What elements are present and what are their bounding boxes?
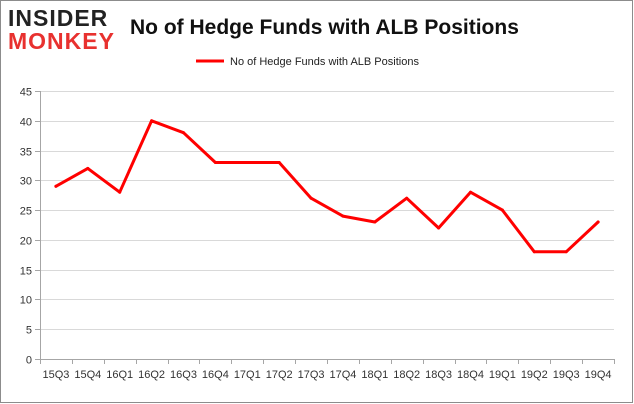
x-tick-label: 16Q1 <box>106 369 133 381</box>
logo-line-2: MONKEY <box>8 28 115 54</box>
data-point <box>341 214 345 218</box>
x-tick-label: 16Q3 <box>170 369 197 381</box>
data-point <box>245 161 249 164</box>
y-tick-label: 15 <box>20 266 32 278</box>
data-point <box>564 250 568 254</box>
x-tick-label: 19Q1 <box>489 369 516 381</box>
series-layer <box>54 119 600 254</box>
grid-layer <box>40 91 614 330</box>
x-tick-label: 17Q3 <box>298 369 325 381</box>
x-tick-labels: 15Q3 15Q4 16Q1 16Q2 16Q3 16Q4 17Q1 17Q2 17Q3 17Q4… <box>42 369 611 381</box>
x-tick-label: 18Q3 <box>425 369 452 381</box>
data-point <box>437 226 441 230</box>
y-tick-label: 10 <box>20 295 32 307</box>
x-tick-label: 19Q3 <box>553 369 580 381</box>
data-point <box>150 119 154 123</box>
x-tick-label: 15Q3 <box>42 369 69 381</box>
y-tick-label: 5 <box>26 325 32 337</box>
data-point <box>373 220 377 224</box>
data-point <box>469 190 472 194</box>
x-tick-label: 17Q4 <box>329 369 356 381</box>
x-tick-label: 18Q2 <box>393 369 420 381</box>
data-point <box>596 220 600 224</box>
x-tick-label: 19Q4 <box>585 369 612 381</box>
x-tick-label: 19Q2 <box>521 369 548 381</box>
legend: No of Hedge Funds with ALB Positions <box>196 56 419 68</box>
y-tick-label: 40 <box>20 117 32 129</box>
data-point <box>500 208 504 212</box>
data-point <box>309 196 313 200</box>
y-tick-label: 0 <box>26 355 32 367</box>
insider-monkey-logo: INSIDER MONKEY <box>8 5 115 54</box>
y-tick-label: 25 <box>20 206 32 218</box>
y-tick-label: 30 <box>20 176 32 188</box>
data-point <box>118 190 122 194</box>
y-tick-labels: 0 5 10 15 20 25 30 35 40 45 <box>20 87 32 367</box>
data-point <box>277 161 281 164</box>
x-tick-label: 16Q2 <box>138 369 165 381</box>
y-tick-label: 20 <box>20 236 32 248</box>
logo-line-1: INSIDER <box>8 5 108 31</box>
data-point <box>213 161 217 164</box>
x-tick-label: 18Q4 <box>457 369 484 381</box>
data-point <box>182 131 185 135</box>
data-point <box>405 196 409 200</box>
data-point <box>86 166 90 170</box>
data-point <box>54 184 58 188</box>
legend-label: No of Hedge Funds with ALB Positions <box>230 56 419 68</box>
data-point <box>532 250 536 254</box>
series-line <box>54 119 600 254</box>
chart-title: No of Hedge Funds with ALB Positions <box>130 16 519 39</box>
axis-layer <box>35 91 615 364</box>
x-tick-label: 16Q4 <box>202 369 229 381</box>
x-tick-label: 17Q1 <box>234 369 261 381</box>
y-tick-label: 45 <box>20 87 32 99</box>
x-tick-label: 18Q1 <box>361 369 388 381</box>
y-tick-label: 35 <box>20 147 32 159</box>
x-tick-label: 15Q4 <box>74 369 101 381</box>
x-tick-label: 17Q2 <box>266 369 293 381</box>
